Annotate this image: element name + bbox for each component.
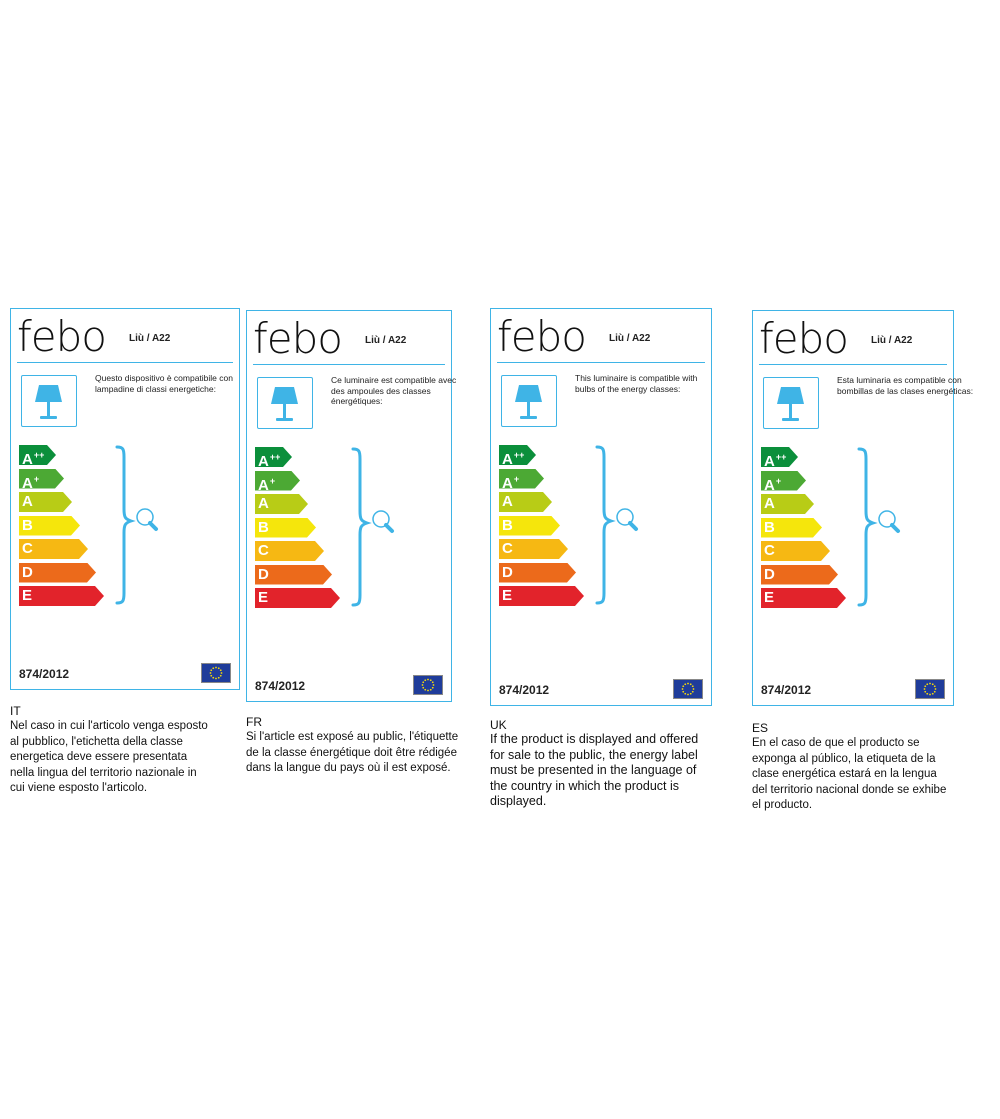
model-name: Liù / A22 bbox=[129, 333, 171, 344]
display-instructions: Si l'article est exposé au public, l'éti… bbox=[246, 731, 459, 774]
energy-class-aplusplus: A++ bbox=[19, 445, 56, 465]
brand-logo: febo bbox=[17, 312, 107, 361]
eu-flag-icon bbox=[915, 679, 945, 699]
energy-label: febo Liù / A22 Questo dispositivo è comp… bbox=[10, 308, 240, 690]
energy-class-aplus: A+ bbox=[499, 469, 544, 489]
energy-class-d: D bbox=[761, 565, 838, 585]
regulation-number: 874/2012 bbox=[499, 683, 550, 697]
brand-logo: febo bbox=[759, 314, 849, 363]
eu-flag-icon bbox=[673, 679, 703, 699]
energy-class-e: E bbox=[761, 588, 846, 608]
energy-class-d: D bbox=[19, 563, 96, 583]
table-lamp-icon bbox=[257, 377, 313, 429]
light-bulb-icon bbox=[372, 510, 394, 533]
energy-label: febo Liù / A22 This luminaire is compati… bbox=[490, 308, 712, 706]
regulation-number: 874/2012 bbox=[255, 679, 306, 693]
eu-flag-icon bbox=[413, 675, 443, 695]
energy-class-e: E bbox=[499, 586, 584, 606]
energy-class-c: C bbox=[499, 539, 568, 559]
energy-class-a: A bbox=[761, 494, 814, 514]
divider bbox=[497, 362, 705, 363]
energy-class-c: C bbox=[761, 541, 830, 561]
class-range-bracket bbox=[857, 447, 907, 612]
model-name: Liù / A22 bbox=[871, 335, 913, 346]
compatibility-text: Esta luminaria es compatible con bombill… bbox=[837, 375, 974, 396]
energy-class-a: A bbox=[499, 492, 552, 512]
language-code: FR bbox=[246, 715, 262, 729]
energy-class-d: D bbox=[255, 565, 332, 585]
energy-class-b: B bbox=[255, 518, 316, 538]
energy-class-aplusplus: A++ bbox=[499, 445, 536, 465]
class-range-bracket bbox=[595, 445, 645, 610]
light-bulb-icon bbox=[878, 510, 900, 533]
table-lamp-icon bbox=[21, 375, 77, 427]
class-range-bracket bbox=[351, 447, 401, 612]
energy-class-aplus: A+ bbox=[761, 471, 806, 491]
energy-class-e: E bbox=[255, 588, 340, 608]
regulation-number: 874/2012 bbox=[19, 667, 70, 681]
model-name: Liù / A22 bbox=[609, 333, 651, 344]
energy-class-e: E bbox=[19, 586, 104, 606]
display-instructions: Nel caso in cui l'articolo venga esposto… bbox=[10, 720, 208, 794]
energy-class-d: D bbox=[499, 563, 576, 583]
energy-class-aplusplus: A++ bbox=[761, 447, 798, 467]
compatibility-text: Ce luminaire est compatible avec des amp… bbox=[331, 375, 457, 406]
divider bbox=[253, 364, 445, 365]
light-bulb-icon bbox=[616, 508, 638, 531]
display-instructions: If the product is displayed and offered … bbox=[490, 732, 699, 808]
language-code: ES bbox=[752, 721, 769, 735]
class-range-bracket bbox=[115, 445, 165, 610]
brand-logo: febo bbox=[497, 312, 587, 361]
divider bbox=[17, 362, 233, 363]
eu-flag-icon bbox=[201, 663, 231, 683]
regulation-number: 874/2012 bbox=[761, 683, 812, 697]
divider bbox=[759, 364, 947, 365]
table-lamp-icon bbox=[763, 377, 819, 429]
energy-class-c: C bbox=[255, 541, 324, 561]
energy-class-b: B bbox=[499, 516, 560, 536]
energy-label: febo Liù / A22 Ce luminaire est compatib… bbox=[246, 310, 456, 702]
model-name: Liù / A22 bbox=[365, 335, 407, 346]
language-code: UK bbox=[490, 718, 507, 732]
energy-class-b: B bbox=[761, 518, 822, 538]
energy-class-c: C bbox=[19, 539, 88, 559]
language-code: IT bbox=[10, 704, 21, 718]
compatibility-text: This luminaire is compatible with bulbs … bbox=[575, 373, 698, 394]
brand-logo: febo bbox=[253, 314, 343, 363]
energy-label: febo Liù / A22 Esta luminaria es compati… bbox=[752, 310, 973, 706]
compatibility-text: Questo dispositivo è compatibile con lam… bbox=[95, 373, 233, 394]
energy-class-aplus: A+ bbox=[19, 469, 64, 489]
display-instructions: En el caso de que el producto se exponga… bbox=[752, 737, 947, 811]
energy-class-a: A bbox=[255, 494, 308, 514]
energy-class-aplus: A+ bbox=[255, 471, 300, 491]
light-bulb-icon bbox=[136, 508, 158, 531]
table-lamp-icon bbox=[501, 375, 557, 427]
energy-class-b: B bbox=[19, 516, 80, 536]
energy-class-a: A bbox=[19, 492, 72, 512]
energy-class-aplusplus: A++ bbox=[255, 447, 292, 467]
